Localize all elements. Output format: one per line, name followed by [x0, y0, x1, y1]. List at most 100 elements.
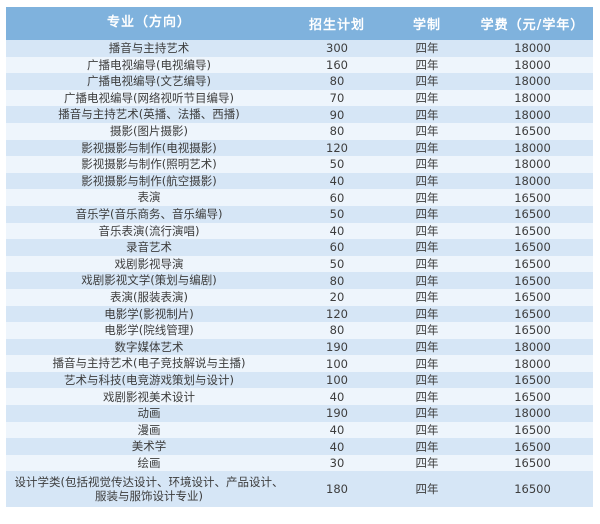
cell-duration: 四年 [415, 482, 439, 497]
cell-duration: 四年 [415, 57, 439, 72]
cell-quota: 100 [326, 373, 348, 388]
cell-major: 录音艺术 [126, 240, 172, 255]
cell-major: 摄影(图片摄影) [110, 124, 188, 139]
cell-quota: 190 [326, 406, 348, 421]
table-row: 录音艺术 60 四年 16500 [6, 239, 593, 256]
cell-quota: 300 [326, 41, 348, 56]
cell-fee: 16500 [514, 257, 551, 272]
cell-duration: 四年 [415, 257, 439, 272]
cell-major: 播音与主持艺术 [108, 41, 190, 56]
cell-major: 戏剧影视文学(策划与编剧) [81, 273, 217, 288]
cell-quota: 20 [329, 290, 345, 305]
cell-quota: 160 [326, 57, 348, 72]
cell-quota: 50 [329, 257, 345, 272]
table-row: 摄影(图片摄影) 80 四年 16500 [6, 122, 593, 140]
table-row: 音乐表演(流行演唱) 40 四年 16500 [6, 222, 593, 240]
cell-quota: 40 [329, 422, 345, 437]
cell-major: 广播电视编导(电视编导) [87, 57, 211, 72]
table-row: 数字媒体艺术 190 四年 18000 [6, 338, 593, 356]
cell-duration: 四年 [415, 422, 439, 437]
cell-fee: 18000 [514, 339, 551, 354]
cell-fee: 16500 [514, 290, 551, 305]
cell-fee: 16500 [514, 124, 551, 139]
cell-major: 播音与主持艺术(电子竞技解说与主播) [52, 356, 246, 371]
cell-major: 电影学(院线管理) [104, 323, 194, 338]
cell-duration: 四年 [415, 124, 439, 139]
header-duration: 学制 [412, 18, 441, 33]
table-row: 动画 190 四年 18000 [6, 405, 593, 422]
cell-fee: 16500 [514, 306, 551, 321]
cell-duration: 四年 [415, 273, 439, 288]
table-row: 漫画 40 四年 16500 [6, 421, 593, 439]
header-fee: 学费（元/学年） [480, 18, 585, 33]
cell-fee: 16500 [514, 273, 551, 288]
cell-duration: 四年 [415, 41, 439, 56]
cell-duration: 四年 [415, 456, 439, 471]
table-row: 艺术与科技(电竞游戏策划与设计) 100 四年 16500 [6, 371, 593, 389]
cell-major: 广播电视编导(文艺编导) [87, 74, 211, 89]
cell-major: 影视摄影与制作(照明艺术) [81, 157, 217, 172]
cell-quota: 90 [329, 107, 345, 122]
table-row: 影视摄影与制作(航空摄影) 40 四年 18000 [6, 172, 593, 190]
cell-duration: 四年 [415, 406, 439, 421]
cell-fee: 18000 [514, 107, 551, 122]
table-row: 戏剧影视文学(策划与编剧) 80 四年 16500 [6, 272, 593, 289]
cell-major: 音乐表演(流行演唱) [98, 223, 200, 238]
cell-quota: 80 [329, 74, 345, 89]
cell-fee: 16500 [514, 207, 551, 222]
cell-fee: 18000 [514, 41, 551, 56]
table-row: 表演(服装表演) 20 四年 16500 [6, 288, 593, 306]
table-row: 影视摄影与制作(电视摄影) 120 四年 18000 [6, 139, 593, 157]
cell-fee: 16500 [514, 190, 551, 205]
cell-fee: 16500 [514, 389, 551, 404]
cell-duration: 四年 [415, 439, 439, 454]
cell-quota: 70 [329, 91, 345, 106]
cell-major: 戏剧影视美术设计 [103, 389, 195, 404]
cell-major: 艺术与科技(电竞游戏策划与设计) [64, 372, 234, 387]
cell-major: 数字媒体艺术 [114, 339, 184, 354]
cell-fee: 18000 [514, 140, 551, 155]
cell-duration: 四年 [415, 207, 439, 222]
cell-fee: 18000 [514, 91, 551, 106]
cell-fee: 16500 [514, 323, 551, 338]
cell-duration: 四年 [415, 356, 439, 371]
table-row: 电影学(影视制片) 120 四年 16500 [6, 305, 593, 323]
cell-major: 音乐学(音乐商务、音乐编导) [75, 207, 223, 222]
cell-quota: 40 [329, 223, 345, 238]
enrollment-table: 专业（方向） 招生计划 学制 学费（元/学年） 播音与主持艺术 300 四年 1800… [6, 7, 593, 508]
cell-fee: 16500 [514, 223, 551, 238]
cell-quota: 60 [329, 190, 345, 205]
cell-quota: 50 [329, 157, 345, 172]
cell-fee: 16500 [514, 240, 551, 255]
cell-quota: 120 [326, 140, 348, 155]
cell-major: 绘画 [137, 455, 161, 470]
cell-quota: 80 [329, 273, 345, 288]
cell-quota: 120 [326, 306, 348, 321]
cell-duration: 四年 [415, 373, 439, 388]
cell-duration: 四年 [415, 157, 439, 172]
cell-duration: 四年 [415, 91, 439, 106]
cell-fee: 16500 [514, 422, 551, 437]
cell-fee: 18000 [514, 74, 551, 89]
cell-major: 动画 [137, 406, 161, 421]
table-header: 专业（方向） 招生计划 学制 学费（元/学年） [6, 7, 593, 40]
cell-quota: 80 [329, 124, 345, 139]
cell-quota: 180 [326, 482, 348, 497]
cell-major: 电影学(影视制片) [104, 306, 194, 321]
cell-duration: 四年 [415, 140, 439, 155]
header-major: 专业（方向） [106, 15, 191, 31]
header-quota: 招生计划 [308, 18, 365, 33]
cell-fee: 16500 [514, 439, 551, 454]
cell-duration: 四年 [415, 174, 439, 189]
cell-duration: 四年 [415, 240, 439, 255]
cell-quota: 40 [329, 174, 345, 189]
cell-quota: 40 [329, 439, 345, 454]
cell-major: 影视摄影与制作(电视摄影) [81, 140, 217, 155]
table-row: 广播电视编导(电视编导) 160 四年 18000 [6, 56, 593, 74]
cell-major: 播音与主持艺术(英播、法播、西播) [58, 107, 240, 122]
cell-major: 广播电视编导(网络视听节目编导) [64, 90, 234, 105]
table-row: 设计学类(包括视觉传达设计、环境设计、产品设计、服装与服饰设计专业) 180 四年 1… [6, 471, 593, 508]
cell-quota: 100 [326, 356, 348, 371]
table-body: 播音与主持艺术 300 四年 18000 广播电视编导(电视编导) 160 四年 18000 广… [6, 40, 593, 508]
table-row: 美术学 40 四年 16500 [6, 438, 593, 455]
